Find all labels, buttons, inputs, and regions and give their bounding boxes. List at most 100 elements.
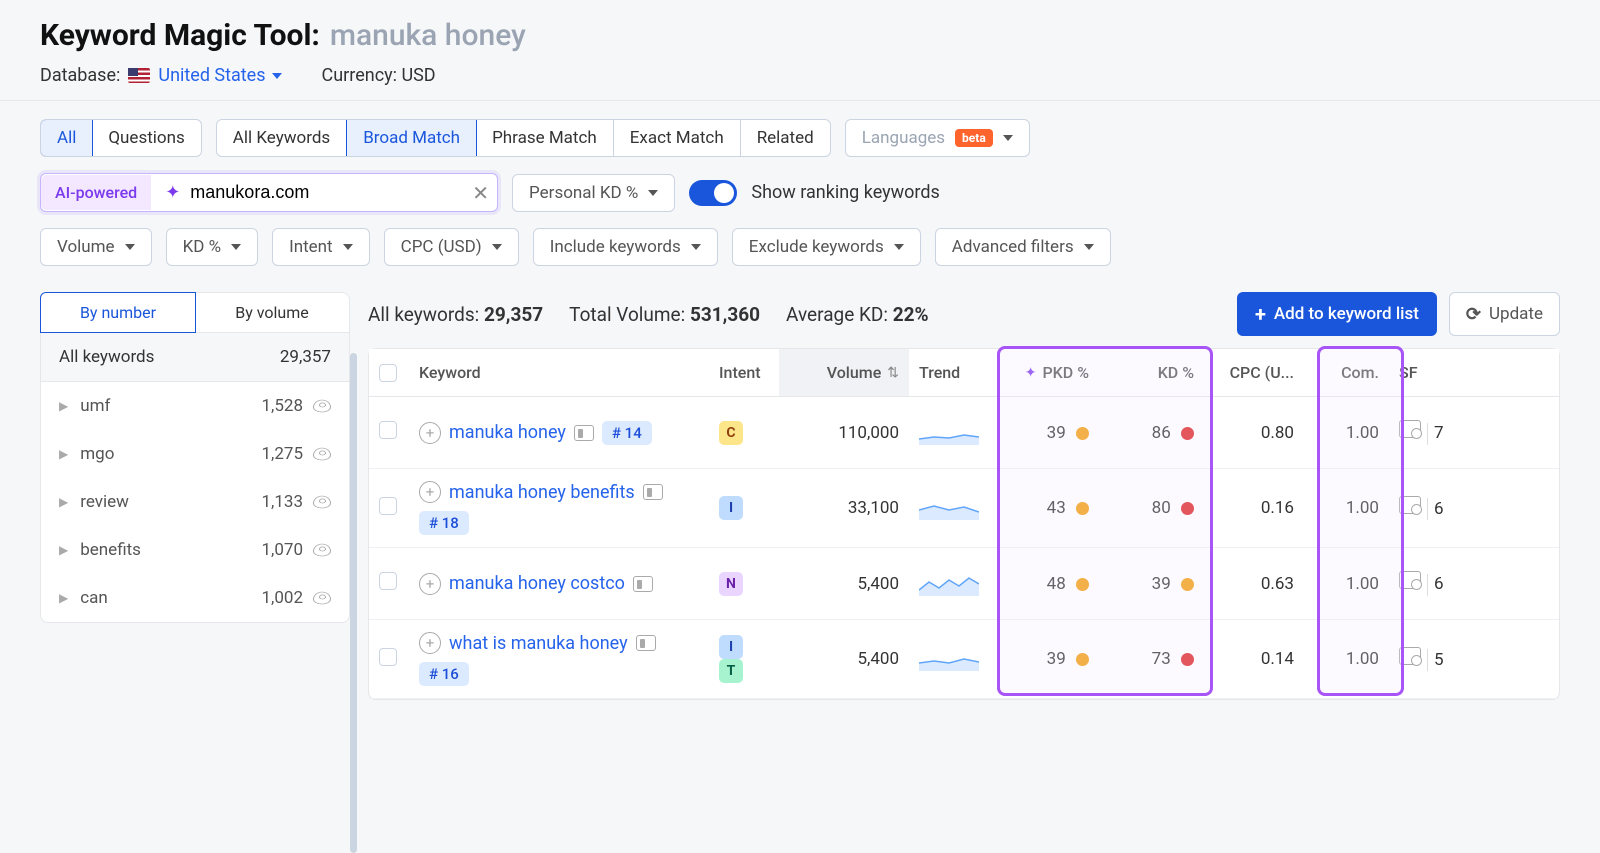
sidebar-item-mgo[interactable]: ▶mgo1,275 <box>41 430 349 478</box>
keyword-link[interactable]: manuka honey benefits <box>449 482 635 503</box>
chevron-down-icon <box>691 244 701 250</box>
chevron-down-icon <box>648 190 658 196</box>
match-type-phrase-match[interactable]: Phrase Match <box>476 120 614 156</box>
row-checkbox[interactable] <box>379 572 397 590</box>
show-ranking-toggle[interactable] <box>689 180 737 206</box>
match-type-broad-match[interactable]: Broad Match <box>346 119 477 157</box>
expand-icon[interactable]: + <box>419 481 441 503</box>
serp-icon[interactable] <box>633 576 653 592</box>
eye-icon[interactable] <box>313 400 331 413</box>
chevron-down-icon <box>1003 135 1013 141</box>
row-checkbox[interactable] <box>379 497 397 515</box>
currency-label: Currency: USD <box>322 65 436 86</box>
col-com[interactable]: Com. <box>1304 349 1389 396</box>
select-all-checkbox[interactable] <box>379 364 397 382</box>
cell-cpc: 0.63 <box>1204 562 1304 606</box>
filter-volume[interactable]: Volume <box>40 228 152 266</box>
cell-kd: 73 <box>1099 637 1204 681</box>
col-kd[interactable]: KD % <box>1099 349 1204 396</box>
serp-features-icon[interactable] <box>1399 571 1421 589</box>
filter-include-keywords[interactable]: Include keywords <box>533 228 718 266</box>
trend-sparkline <box>919 420 979 446</box>
serp-icon[interactable] <box>643 484 663 500</box>
trend-sparkline <box>919 646 979 672</box>
trend-sparkline <box>919 571 979 597</box>
intent-badge-t: T <box>719 659 743 683</box>
keyword-link[interactable]: manuka honey <box>449 422 566 443</box>
expand-icon[interactable]: + <box>419 632 441 654</box>
sidebar-all-keywords[interactable]: All keywords 29,357 <box>41 333 349 382</box>
languages-dropdown[interactable]: Languages beta <box>845 119 1030 157</box>
sidebar-item-can[interactable]: ▶can1,002 <box>41 574 349 622</box>
update-button[interactable]: ⟳ Update <box>1449 292 1560 336</box>
cell-com: 1.00 <box>1304 637 1389 681</box>
table-row: + manuka honey costco N5,40048 39 0.631.… <box>369 548 1559 620</box>
table-row: + what is manuka honey # 16I T5,40039 73… <box>369 620 1559 699</box>
keyword-link[interactable]: manuka honey costco <box>449 573 625 594</box>
chevron-right-icon: ▶ <box>59 591 68 605</box>
match-type-all-keywords[interactable]: All Keywords <box>217 120 347 156</box>
col-trend[interactable]: Trend <box>909 349 989 396</box>
chevron-down-icon <box>125 244 135 250</box>
expand-icon[interactable]: + <box>419 422 441 444</box>
expand-icon[interactable]: + <box>419 573 441 595</box>
filter-kd-[interactable]: KD % <box>166 228 259 266</box>
domain-input[interactable] <box>190 182 450 203</box>
chevron-down-icon <box>343 244 353 250</box>
ai-powered-badge: AI-powered <box>41 175 151 210</box>
col-intent[interactable]: Intent <box>709 349 779 396</box>
col-volume[interactable]: Volume ⇅ <box>779 349 909 396</box>
match-type-group: All KeywordsBroad MatchPhrase MatchExact… <box>216 119 831 157</box>
personal-kd-dropdown[interactable]: Personal KD % <box>512 174 675 212</box>
sidebar-item-review[interactable]: ▶review1,133 <box>41 478 349 526</box>
cell-pkd: 39 <box>989 637 1099 681</box>
match-type-related[interactable]: Related <box>741 120 830 156</box>
serp-icon[interactable] <box>636 635 656 651</box>
filter-cpc-usd-[interactable]: CPC (USD) <box>384 228 519 266</box>
serp-icon[interactable] <box>574 425 594 441</box>
question-filter-group: All Questions <box>40 119 202 157</box>
col-sf[interactable]: SF <box>1389 349 1484 396</box>
cell-kd: 39 <box>1099 562 1204 606</box>
intent-badge-i: I <box>719 496 743 520</box>
refresh-icon: ⟳ <box>1466 304 1481 325</box>
cell-com: 1.00 <box>1304 562 1389 606</box>
filter-advanced-filters[interactable]: Advanced filters <box>935 228 1111 266</box>
filter-intent[interactable]: Intent <box>272 228 370 266</box>
keyword-groups-sidebar: By number By volume All keywords 29,357 … <box>40 292 350 623</box>
keywords-table: Keyword Intent Volume ⇅ Trend ✦ PKD % KD… <box>368 348 1560 700</box>
stat-kd-value: 22% <box>893 303 929 326</box>
eye-icon[interactable] <box>313 448 331 461</box>
row-checkbox[interactable] <box>379 421 397 439</box>
add-to-keyword-list-button[interactable]: + Add to keyword list <box>1237 292 1437 336</box>
eye-icon[interactable] <box>313 544 331 557</box>
col-cpc[interactable]: CPC (U... <box>1204 349 1304 396</box>
row-checkbox[interactable] <box>379 648 397 666</box>
filter-all[interactable]: All <box>40 119 93 157</box>
serp-features-icon[interactable] <box>1399 647 1421 665</box>
intent-badge-c: C <box>719 421 743 445</box>
sidebar-item-umf[interactable]: ▶umf1,528 <box>41 382 349 430</box>
col-keyword[interactable]: Keyword <box>409 349 709 396</box>
filter-exclude-keywords[interactable]: Exclude keywords <box>732 228 921 266</box>
cell-volume: 5,400 <box>779 637 909 681</box>
keyword-link[interactable]: what is manuka honey <box>449 633 628 654</box>
sidebar-tab-volume[interactable]: By volume <box>195 293 349 332</box>
stat-vol-value: 531,360 <box>690 303 760 326</box>
chevron-down-icon <box>272 73 282 79</box>
cell-cpc: 0.16 <box>1204 486 1304 530</box>
database-selector[interactable]: United States <box>158 65 281 86</box>
serp-features-icon[interactable] <box>1399 496 1421 514</box>
cell-sf: 5 <box>1389 635 1484 684</box>
serp-features-icon[interactable] <box>1399 420 1421 438</box>
clear-domain-icon[interactable]: ✕ <box>464 181 497 205</box>
match-type-exact-match[interactable]: Exact Match <box>614 120 741 156</box>
eye-icon[interactable] <box>313 592 331 605</box>
sidebar-item-benefits[interactable]: ▶benefits1,070 <box>41 526 349 574</box>
cell-sf: 6 <box>1389 559 1484 608</box>
rank-pill: # 14 <box>602 421 652 445</box>
col-pkd[interactable]: ✦ PKD % <box>989 349 1099 396</box>
sidebar-tab-number[interactable]: By number <box>40 292 196 333</box>
filter-questions[interactable]: Questions <box>92 120 200 156</box>
eye-icon[interactable] <box>313 496 331 509</box>
